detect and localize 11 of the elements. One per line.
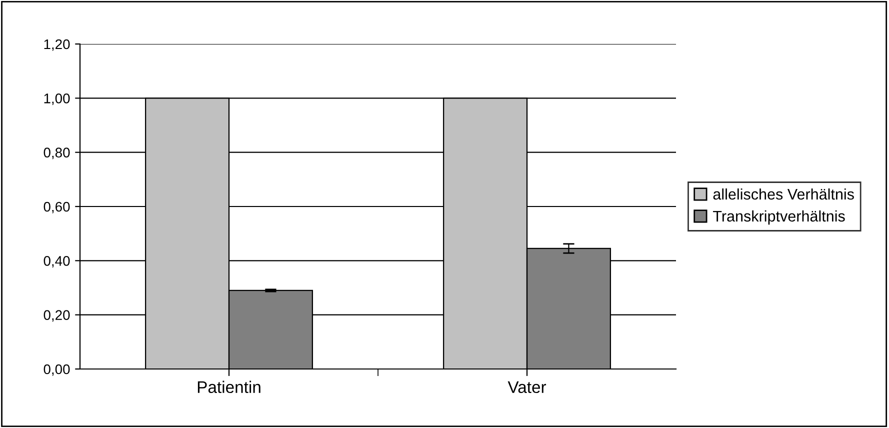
legend-label: Transkriptverhältnis xyxy=(713,210,845,225)
x-tick-label: Vater xyxy=(508,381,546,394)
y-tick-label: 0,80 xyxy=(44,148,70,160)
x-tick-label: Patientin xyxy=(198,380,260,394)
y-tick-label: 0,40 xyxy=(44,256,70,268)
y-tick-label: 0,00 xyxy=(44,364,70,376)
y-tick-label: 0,20 xyxy=(44,310,70,322)
y-tick-label: 1,20 xyxy=(44,39,70,51)
y-tick-label: 0,60 xyxy=(44,202,70,214)
y-tick-label: 1,00 xyxy=(44,94,70,105)
legend-label: allelisches Verhältnis xyxy=(713,188,854,200)
